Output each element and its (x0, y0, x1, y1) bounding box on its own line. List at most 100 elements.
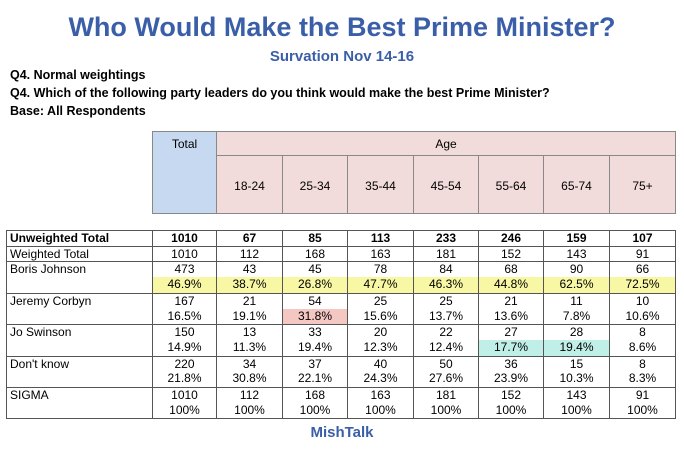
table-cell: 100% (347, 402, 414, 420)
table-cell: 163 (347, 245, 414, 263)
table-cell: 13.7% (413, 308, 479, 326)
table-cell: 13 (216, 324, 283, 341)
age-header: 55-64 (478, 155, 544, 214)
table-cell: 25 (413, 292, 479, 310)
row-label: Unweighted Total (6, 230, 153, 247)
table-cell: 62.5% (543, 277, 610, 294)
table-cell: 150 (152, 324, 217, 341)
table-cell: 100% (216, 402, 283, 420)
table-cell: 112 (216, 245, 283, 263)
table-cell: 100% (413, 402, 479, 420)
table-cell: 20 (347, 324, 414, 341)
table-cell: 22.1% (282, 371, 348, 388)
table-cell: 50 (413, 355, 479, 373)
table-cell: 31.8% (282, 308, 348, 326)
age-header: 75+ (609, 155, 676, 214)
table-cell: 112 (216, 387, 283, 404)
table-cell: 1010 (152, 387, 217, 404)
table-cell: 21 (216, 292, 283, 310)
table-cell: 181 (413, 387, 479, 404)
table-cell: 28 (543, 324, 610, 341)
table-cell: 68 (478, 261, 544, 279)
table-cell: 17.7% (478, 339, 544, 357)
table-cell: 30.8% (216, 371, 283, 388)
row-label: Jo Swinson (6, 324, 153, 341)
table-cell: 72.5% (609, 277, 676, 294)
table-cell: 100% (543, 402, 610, 420)
note: Base: All Respondents (10, 104, 146, 118)
table-cell: 19.4% (282, 339, 348, 357)
row-label: Don't know (6, 355, 153, 373)
table-cell: 19.1% (216, 308, 283, 326)
table-cell: 100% (152, 402, 217, 420)
table-cell: 24.3% (347, 371, 414, 388)
note: Q4. Which of the following party leaders… (10, 86, 550, 100)
table-cell: 46.9% (152, 277, 217, 294)
table-cell: 91 (609, 245, 676, 263)
table-cell: 33 (282, 324, 348, 341)
table-cell: 12.4% (413, 339, 479, 357)
table-cell: 11 (543, 292, 610, 310)
table-cell: 40 (347, 355, 414, 373)
table-cell: 113 (347, 230, 414, 247)
table-cell: 45 (282, 261, 348, 279)
table-cell: 19.4% (543, 339, 610, 357)
table-cell: 26.8% (282, 277, 348, 294)
table-cell: 100% (282, 402, 348, 420)
table-cell: 10.6% (609, 308, 676, 326)
footer: MishTalk (310, 424, 374, 441)
table-cell: 66 (609, 261, 676, 279)
table-cell: 233 (413, 230, 479, 247)
table-cell: 37 (282, 355, 348, 373)
table-cell: 47.7% (347, 277, 414, 294)
table-cell: 143 (543, 245, 610, 263)
title: Who Would Make the Best Prime Minister? (68, 12, 616, 42)
table-cell: 143 (543, 387, 610, 404)
table-cell: 46.3% (413, 277, 479, 294)
table-cell: 167 (152, 292, 217, 310)
table-cell: 181 (413, 245, 479, 263)
table-cell: 152 (478, 387, 544, 404)
age-header: 18-24 (216, 155, 283, 214)
age-header: 25-34 (282, 155, 348, 214)
group-header: Age (216, 131, 676, 156)
table-cell: 246 (478, 230, 544, 247)
row-label (6, 277, 153, 294)
table-cell: 84 (413, 261, 479, 279)
table-cell: 8.3% (609, 371, 676, 388)
table-cell: 54 (282, 292, 348, 310)
table-cell: 15 (543, 355, 610, 373)
note: Q4. Normal weightings (10, 68, 146, 82)
row-label: SIGMA (6, 387, 153, 404)
table-cell: 16.5% (152, 308, 217, 326)
table-cell: 163 (347, 387, 414, 404)
table-cell: 27 (478, 324, 544, 341)
table-cell: 85 (282, 230, 348, 247)
table-cell: 10 (609, 292, 676, 310)
row-label: Boris Johnson (6, 261, 153, 279)
table-cell: 38.7% (216, 277, 283, 294)
table-cell: 7.8% (543, 308, 610, 326)
table-cell: 8 (609, 355, 676, 373)
row-label (6, 402, 153, 420)
table-cell: 22 (413, 324, 479, 341)
age-header: 65-74 (543, 155, 610, 214)
age-header: 45-54 (413, 155, 479, 214)
row-label (6, 308, 153, 326)
table-cell: 10.3% (543, 371, 610, 388)
row-label: Weighted Total (6, 245, 153, 263)
table-cell: 27.6% (413, 371, 479, 388)
table-cell: 107 (609, 230, 676, 247)
table-cell: 78 (347, 261, 414, 279)
table-cell: 11.3% (216, 339, 283, 357)
table-cell: 91 (609, 387, 676, 404)
total-header: Total (152, 131, 217, 214)
table-cell: 159 (543, 230, 610, 247)
table-cell: 21.8% (152, 371, 217, 388)
table-cell: 21 (478, 292, 544, 310)
table-cell: 44.8% (478, 277, 544, 294)
table-cell: 43 (216, 261, 283, 279)
table-cell: 168 (282, 387, 348, 404)
table-cell: 23.9% (478, 371, 544, 388)
table-cell: 8.6% (609, 339, 676, 357)
